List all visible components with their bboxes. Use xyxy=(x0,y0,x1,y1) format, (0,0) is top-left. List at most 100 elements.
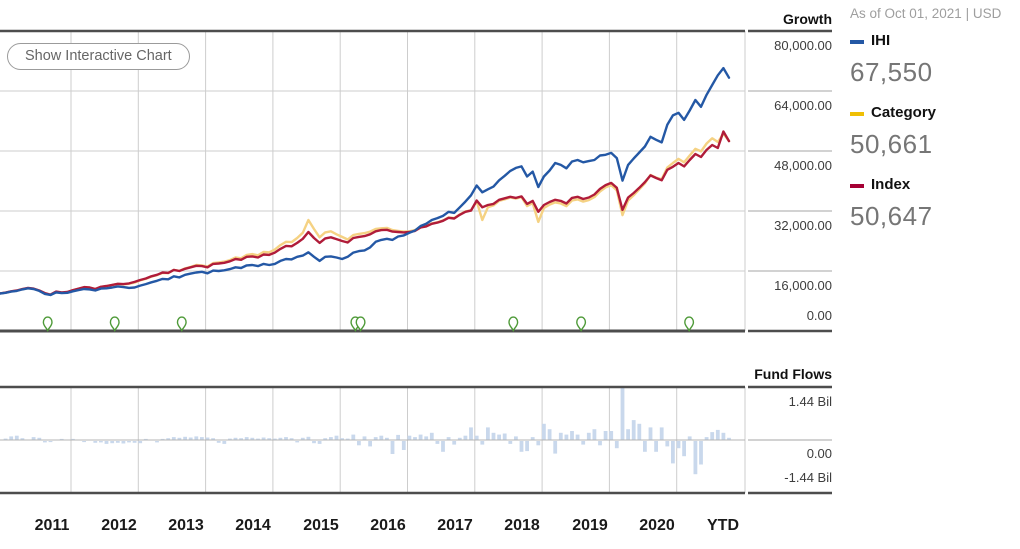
fund-flow-bar[interactable] xyxy=(138,441,143,444)
event-marker-pin[interactable] xyxy=(576,316,587,332)
fund-flow-bar[interactable] xyxy=(357,441,361,446)
event-marker-pin[interactable] xyxy=(176,316,187,332)
fund-flow-bar[interactable] xyxy=(598,441,602,446)
fund-flow-bar[interactable] xyxy=(519,441,524,452)
fund-flow-bar[interactable] xyxy=(620,387,625,440)
fund-flow-bar[interactable] xyxy=(710,432,715,440)
fund-flow-bar[interactable] xyxy=(121,441,126,444)
fund-flow-bar[interactable] xyxy=(20,438,25,440)
fund-flow-bar[interactable] xyxy=(317,441,322,444)
fund-flow-bar[interactable] xyxy=(9,436,14,440)
fund-flow-bar[interactable] xyxy=(502,433,507,441)
fund-flow-bar[interactable] xyxy=(289,438,294,440)
fund-flow-bar[interactable] xyxy=(295,441,300,443)
fund-flow-bar[interactable] xyxy=(586,432,591,440)
fund-flow-bar[interactable] xyxy=(233,437,238,440)
fund-flow-bar[interactable] xyxy=(452,441,457,445)
fund-flow-bar[interactable] xyxy=(300,437,305,440)
fund-flow-bar[interactable] xyxy=(222,441,227,444)
fund-flow-bar[interactable] xyxy=(654,441,658,452)
fund-flow-bar[interactable] xyxy=(530,437,535,440)
fund-flow-bar[interactable] xyxy=(261,437,266,441)
fund-flow-bar[interactable] xyxy=(323,438,328,440)
fund-flow-bar[interactable] xyxy=(446,437,451,440)
fund-flow-bar[interactable] xyxy=(110,441,115,444)
fund-flow-bar[interactable] xyxy=(614,441,619,449)
fund-flow-bar[interactable] xyxy=(3,438,8,440)
fund-flow-bar[interactable] xyxy=(278,437,283,440)
fund-flow-bar[interactable] xyxy=(659,427,664,440)
fund-flow-bar[interactable] xyxy=(239,438,243,440)
fund-flow-bar[interactable] xyxy=(99,441,103,443)
fund-flow-bar[interactable] xyxy=(183,436,187,441)
fund-flow-bar[interactable] xyxy=(31,437,36,440)
fund-flow-bar[interactable] xyxy=(676,441,681,449)
fund-flow-bar[interactable] xyxy=(547,429,552,440)
fund-flow-bar[interactable] xyxy=(14,435,19,440)
fund-flow-bar[interactable] xyxy=(570,431,574,440)
fund-flow-bar[interactable] xyxy=(497,434,501,440)
fund-flow-bar[interactable] xyxy=(558,432,563,440)
fund-flow-bar[interactable] xyxy=(205,437,210,441)
fund-flow-bar[interactable] xyxy=(267,438,272,440)
fund-flow-bar[interactable] xyxy=(463,435,468,440)
fund-flow-bar[interactable] xyxy=(216,441,221,443)
fund-flow-bar[interactable] xyxy=(508,441,513,444)
fund-flow-bar[interactable] xyxy=(435,441,440,444)
fund-flow-bar[interactable] xyxy=(211,438,215,440)
fund-flow-bar[interactable] xyxy=(390,441,395,454)
fund-flow-bar[interactable] xyxy=(37,437,42,440)
fund-flow-bar[interactable] xyxy=(171,437,176,440)
fund-flow-bar[interactable] xyxy=(407,435,412,440)
fund-flow-bar[interactable] xyxy=(486,427,490,440)
fund-flow-bar[interactable] xyxy=(575,434,580,440)
fund-flow-bar[interactable] xyxy=(272,438,277,440)
fund-flow-bar[interactable] xyxy=(457,437,462,440)
fund-flow-bar[interactable] xyxy=(104,441,109,444)
fund-flow-bar[interactable] xyxy=(351,434,356,440)
fund-flow-bar[interactable] xyxy=(334,435,339,440)
fund-flow-bar[interactable] xyxy=(693,441,698,475)
fund-flow-bar[interactable] xyxy=(553,441,558,454)
fund-flow-bar[interactable] xyxy=(373,437,378,440)
fund-flow-bar[interactable] xyxy=(727,437,731,440)
fund-flow-bar[interactable] xyxy=(82,441,86,443)
fund-flow-bar[interactable] xyxy=(542,423,546,441)
fund-flow-bar[interactable] xyxy=(250,437,255,440)
fund-flow-bar[interactable] xyxy=(637,423,642,441)
fund-flow-bar[interactable] xyxy=(362,436,367,440)
fund-flow-bar[interactable] xyxy=(631,420,636,440)
fund-flow-bar[interactable] xyxy=(48,441,53,443)
fund-flow-bar[interactable] xyxy=(59,438,64,440)
fund-flow-bar[interactable] xyxy=(682,441,686,457)
fund-flow-bar[interactable] xyxy=(581,441,586,445)
fund-flow-bar[interactable] xyxy=(603,431,608,440)
fund-flow-bar[interactable] xyxy=(609,431,614,440)
fund-flow-bar[interactable] xyxy=(71,438,75,440)
fund-flow-bar[interactable] xyxy=(340,438,344,440)
fund-flow-bar[interactable] xyxy=(418,434,423,440)
fund-flow-bar[interactable] xyxy=(474,435,479,440)
fund-flow-bar[interactable] xyxy=(480,441,485,445)
fund-flow-bar[interactable] xyxy=(93,441,98,443)
event-marker-pin[interactable] xyxy=(109,316,120,332)
fund-flow-bar[interactable] xyxy=(704,437,709,440)
fund-flow-bar[interactable] xyxy=(306,436,311,441)
fund-flow-bar[interactable] xyxy=(721,432,726,440)
fund-flow-bar[interactable] xyxy=(715,429,720,440)
fund-flow-bar[interactable] xyxy=(166,438,171,440)
fund-flow-bar[interactable] xyxy=(592,429,597,440)
fund-flow-bar[interactable] xyxy=(155,441,159,443)
fund-flow-bar[interactable] xyxy=(329,437,333,440)
fund-flow-bar[interactable] xyxy=(413,437,417,440)
fund-flow-bar[interactable] xyxy=(424,436,429,440)
fund-flow-bar[interactable] xyxy=(429,432,434,440)
fund-flow-bar[interactable] xyxy=(177,437,182,440)
fund-flow-bar[interactable] xyxy=(626,429,630,440)
fund-flow-bar[interactable] xyxy=(228,438,232,440)
fund-flow-bar[interactable] xyxy=(244,437,249,440)
fund-flow-bar[interactable] xyxy=(132,441,137,443)
fund-flow-bar[interactable] xyxy=(643,441,647,452)
fund-flow-bar[interactable] xyxy=(564,434,569,440)
fund-flow-bar[interactable] xyxy=(491,432,496,440)
